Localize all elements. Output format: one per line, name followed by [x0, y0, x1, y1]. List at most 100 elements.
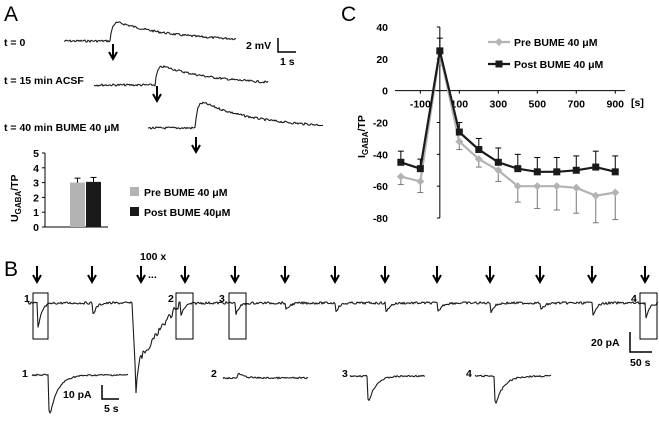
line-chart-y-tick-label: -80	[373, 213, 388, 225]
point-pre	[552, 182, 561, 191]
line-chart-axes: -80 -60 -40 -20 0 20 40 -100 100 300 500 700 900	[373, 22, 625, 225]
voltage-trace-t0	[63, 21, 237, 43]
scale-bar-voltage: 2 mV 1 s	[246, 38, 296, 68]
point-pre	[591, 191, 600, 200]
legend-marker	[495, 38, 503, 46]
panel-c-letter: C	[341, 3, 356, 26]
scale-bar-current: 20 pA 50 s	[591, 332, 652, 369]
inset-trace-1	[31, 373, 129, 414]
line-chart-y-tick-label: 0	[382, 86, 388, 98]
point-post	[436, 47, 444, 55]
line-chart-x-tick-label: 300	[490, 99, 508, 111]
line-chart-y-tick-label: -60	[373, 181, 388, 193]
series-line-pre	[400, 52, 616, 197]
bar-chart-y-tick-label: 2	[33, 192, 39, 204]
panel-c: C IGABA/TP -80 -60 -40 -20 0 20 40 -100 100 300 50…	[341, 3, 644, 225]
inset-trace-2	[222, 372, 309, 380]
inset-box-3	[228, 292, 247, 340]
bar-chart-y-tick-label: 0	[33, 222, 39, 234]
point-post	[553, 168, 561, 176]
stimulus-arrow	[32, 266, 42, 285]
stimulus-arrow-t0	[108, 44, 118, 62]
stimulus-arrow	[640, 266, 650, 285]
inset-scale-bar: 10 pA 5 s	[63, 385, 119, 415]
point-post	[572, 166, 580, 174]
inset-label-4: 4	[466, 368, 472, 380]
stimulus-arrow	[87, 266, 97, 285]
point-pre	[474, 155, 483, 164]
inset-box-label-4: 4	[631, 293, 637, 305]
voltage-trace-t15	[93, 65, 269, 87]
trace-label-t0: t = 0	[4, 37, 25, 49]
inset-trace-4	[474, 374, 552, 404]
point-pre	[416, 177, 425, 186]
scale-bar-time-label: 1 s	[280, 56, 295, 68]
point-post	[475, 146, 483, 154]
bar-chart-marks	[70, 176, 101, 227]
stimulus-arrow	[485, 266, 495, 285]
point-pre	[455, 137, 464, 146]
point-post	[611, 168, 619, 176]
bar-legend-swatch	[130, 207, 139, 216]
bar-chart-y-tick-label: 4	[33, 163, 39, 175]
voltage-trace-t40	[147, 101, 324, 130]
inset-scale-current-label: 10 pA	[63, 389, 92, 401]
repeat-ellipsis: ...	[148, 269, 157, 281]
inset-trace-3	[349, 374, 426, 401]
point-post	[494, 158, 502, 166]
point-post	[533, 168, 541, 176]
inset-box-4	[639, 292, 658, 340]
scale-bar-voltage-label: 2 mV	[246, 40, 271, 52]
stimulus-arrows	[32, 266, 650, 285]
stimulus-arrow	[230, 266, 240, 285]
bar-pre	[70, 182, 85, 227]
bar-chart-legend: Pre BUME 40 μM Post BUME 40μM	[130, 187, 231, 219]
inset-box-2	[175, 292, 194, 340]
bar-legend-label: Pre BUME 40 μM	[144, 187, 228, 199]
legend-label: Post BUME 40 μM	[514, 59, 604, 71]
inset-scale-time-label: 5 s	[104, 403, 119, 415]
line-chart-x-unit: [s]	[631, 97, 644, 109]
stimulus-arrow-t15	[152, 86, 162, 104]
inset-boxes	[32, 292, 658, 340]
panel-b-letter: B	[4, 258, 18, 281]
line-chart-x-tick-label: 700	[568, 99, 586, 111]
stimulus-arrow	[432, 266, 442, 285]
point-pre	[533, 182, 542, 191]
line-chart-x-tick-label: 900	[606, 99, 624, 111]
line-chart-y-tick-label: 40	[376, 22, 388, 34]
trace-label-t40: t = 40 min BUME 40 μM	[4, 122, 119, 134]
bar-chart: UGABA/TP 0 1 2 3 4 5 Pre BUME 40 μM Post BUME …	[9, 148, 231, 234]
bar-post	[86, 181, 101, 227]
point-post	[416, 165, 424, 173]
inset-box-1	[32, 292, 49, 340]
legend-label: Pre BUME 40 μM	[514, 37, 598, 49]
point-post	[592, 163, 600, 171]
line-chart-y-tick-label: -40	[373, 149, 388, 161]
inset-label-1: 1	[22, 368, 28, 380]
stimulus-arrow	[535, 266, 545, 285]
point-pre	[396, 172, 405, 181]
line-chart-y-tick-label: 20	[376, 54, 388, 66]
stimulus-arrow-t40	[191, 137, 201, 155]
bar-chart-y-tick-label: 5	[33, 148, 39, 160]
scale-bar-current-label: 20 pA	[591, 337, 620, 349]
inset-label-3: 3	[342, 368, 348, 380]
line-chart-legend: Pre BUME 40 μM Post BUME 40 μM	[488, 37, 604, 71]
point-post	[455, 128, 463, 136]
inset-box-label-2: 2	[168, 293, 174, 305]
point-post	[514, 165, 522, 173]
line-chart-x-tick-label: 100	[451, 99, 469, 111]
scale-bar-time-b-label: 50 s	[630, 357, 651, 369]
bar-legend-swatch	[130, 187, 139, 196]
line-chart-y-tick-label: -20	[373, 118, 388, 130]
point-pre	[494, 166, 503, 175]
stimulus-arrow	[380, 266, 390, 285]
line-chart-ylabel: IGABA/TP	[356, 115, 370, 158]
stimulus-arrow	[330, 266, 340, 285]
line-chart-x-tick-label: -100	[410, 99, 431, 111]
bar-chart-y-tick-label: 3	[33, 178, 39, 190]
stimulus-arrow	[136, 266, 146, 285]
point-pre	[572, 183, 581, 192]
